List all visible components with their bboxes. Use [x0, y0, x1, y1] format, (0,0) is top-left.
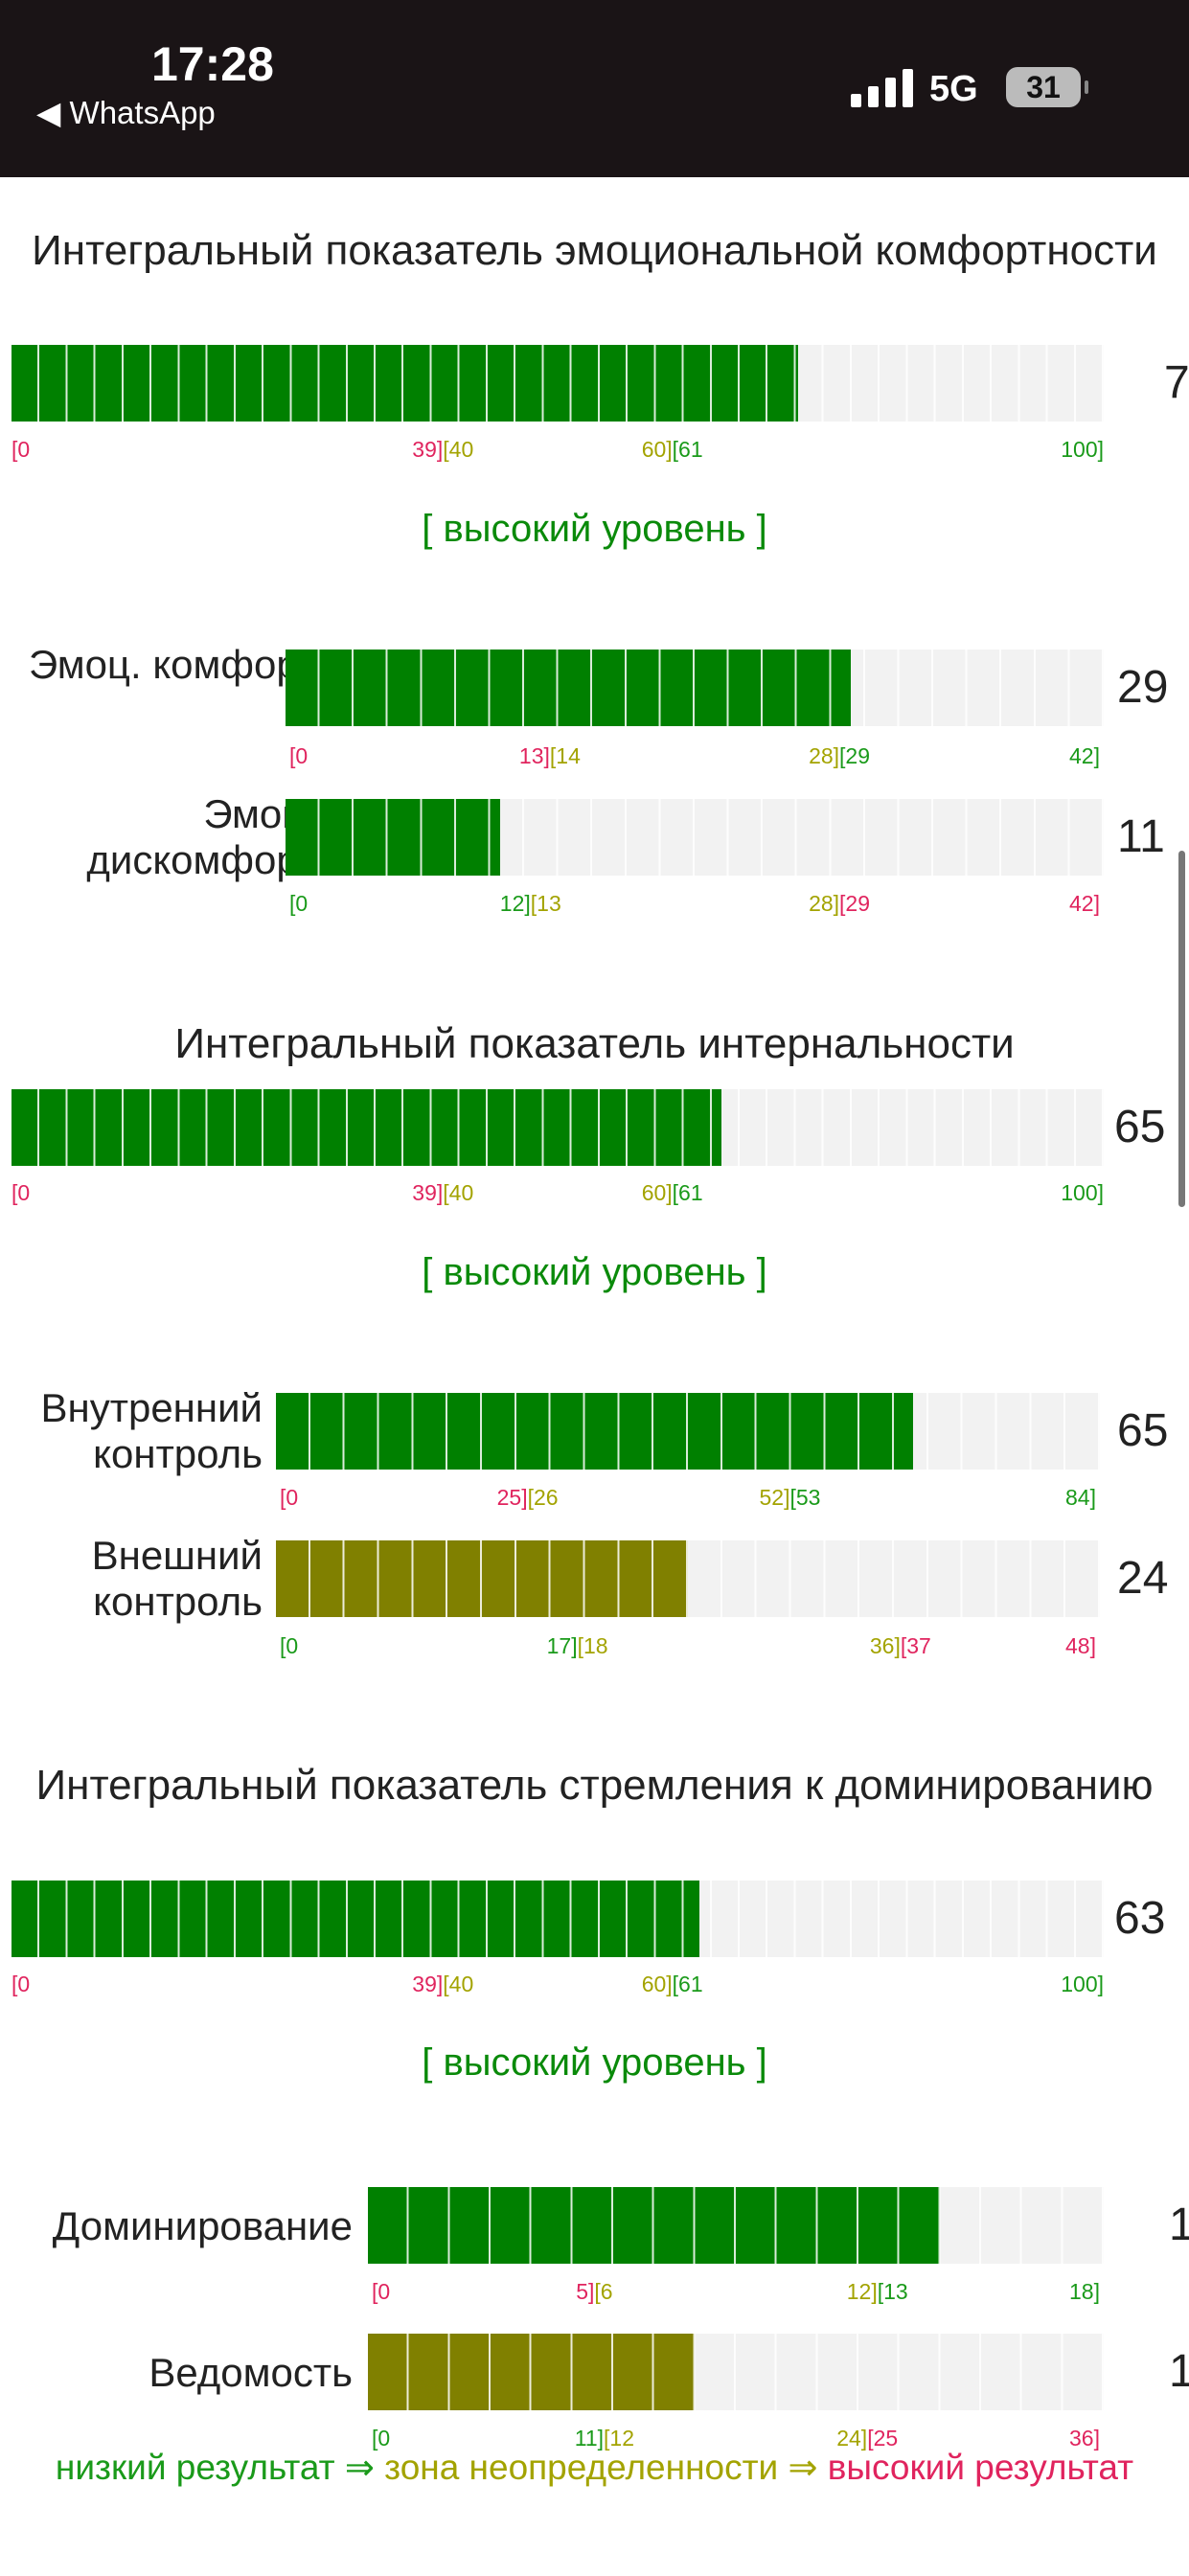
score-value: 72: [1164, 357, 1189, 408]
score-value: 63: [1114, 1893, 1166, 1944]
scale-label: 52][53: [759, 1485, 821, 1510]
legend-mid: зона неопределенности: [384, 2448, 779, 2487]
scale-label: 28][29: [809, 743, 871, 768]
scale-label: [0: [11, 1180, 31, 1205]
score-bar: [11, 345, 1104, 422]
scale-label: [0: [280, 1485, 299, 1510]
bar-segments: [276, 1393, 1100, 1470]
scale-label: [0: [372, 2279, 391, 2304]
subscale-bar: [368, 2187, 1104, 2264]
scale-label: 12][13: [846, 2279, 908, 2304]
scale-label: 48]: [1065, 1633, 1096, 1658]
scale-label: [0: [280, 1633, 299, 1658]
scale-label: 17][18: [546, 1633, 608, 1658]
scale-label: 60][61: [641, 1180, 703, 1205]
score-value: 65: [1114, 1102, 1166, 1152]
subscale-scale: [0 11][12 24][25 36]: [372, 2426, 1100, 2454]
bar-segments: [286, 650, 1104, 726]
subscale-label: Доминирование: [52, 2203, 353, 2248]
scrollbar[interactable]: [1178, 851, 1185, 1207]
section-title: Интегральный показатель эмоциональной ко…: [32, 227, 1157, 274]
subscale-bar: [286, 799, 1104, 876]
scale-label: 39][40: [412, 1972, 474, 1996]
network-type: 5G: [929, 69, 978, 109]
subscale-value: 29: [1117, 662, 1169, 713]
bar-segments: [11, 345, 1104, 422]
scale-label: 13][14: [518, 743, 581, 768]
bar-segments: [11, 1881, 1104, 1957]
subscale-bar: [276, 1393, 1100, 1470]
scale-label: 60][61: [641, 1972, 703, 1996]
subscale-label: Ведомость: [149, 2350, 353, 2395]
back-arrow-icon: ◀: [36, 95, 70, 130]
level-text: [ высокий уровень ]: [422, 1251, 767, 1293]
battery-icon: 31: [1006, 67, 1088, 107]
subscale-scale: [0 12][13 28][29 42]: [289, 891, 1100, 920]
scale-label: 100]: [1061, 1180, 1104, 1205]
bar-segments: [11, 1089, 1104, 1166]
back-app-label: WhatsApp: [69, 95, 216, 130]
score-scale: [0 39][40 60][61 100]: [11, 437, 1104, 466]
subscale-scale: [0 25][26 52][53 84]: [280, 1485, 1096, 1514]
scale-label: 18]: [1069, 2279, 1100, 2304]
signal-icon: [851, 69, 913, 107]
scale-label: [0: [372, 2426, 391, 2451]
subscale-value: 14: [1169, 2200, 1189, 2250]
bar-segments: [286, 799, 1104, 876]
scale-label: 42]: [1069, 743, 1100, 768]
scale-label: 39][40: [412, 1180, 474, 1205]
scale-label: 39][40: [412, 437, 474, 462]
subscale-label: Эмоц. дискомфорт: [86, 791, 316, 882]
scale-label: 36]: [1069, 2426, 1100, 2451]
score-bar: [11, 1881, 1104, 1957]
subscale-label: Внутренний контроль: [40, 1385, 263, 1476]
legend: низкий результат ⇒ зона неопределенности…: [0, 2449, 1189, 2487]
clock: 17:28: [151, 37, 274, 91]
subscale-scale: [0 5][6 12][13 18]: [372, 2279, 1100, 2308]
scale-label: 28][29: [809, 891, 871, 916]
subscale-value: 24: [1117, 1553, 1169, 1604]
scale-label: [0: [289, 891, 309, 916]
subscale-bar: [276, 1540, 1100, 1617]
subscale-value: 65: [1117, 1405, 1169, 1456]
section-title: Интегральный показатель стремления к дом…: [35, 1762, 1154, 1809]
subscale-bar: [286, 650, 1104, 726]
score-bar: [11, 1089, 1104, 1166]
scale-label: 100]: [1061, 437, 1104, 462]
scale-label: 11][12: [574, 2426, 635, 2451]
scale-label: [0: [11, 437, 31, 462]
score-scale: [0 39][40 60][61 100]: [11, 1972, 1104, 2000]
subscale-value: 11: [1117, 811, 1165, 862]
scale-label: 25][26: [496, 1485, 559, 1510]
scale-label: [0: [11, 1972, 31, 1996]
bar-segments: [368, 2187, 1104, 2264]
bar-segments: [368, 2334, 1104, 2410]
level-text: [ высокий уровень ]: [422, 508, 767, 550]
score-scale: [0 39][40 60][61 100]: [11, 1180, 1104, 1209]
section-title: Интегральный показатель интернальности: [174, 1020, 1015, 1067]
scale-label: 60][61: [641, 437, 703, 462]
scale-label: [0: [289, 743, 309, 768]
subscale-value: 16: [1169, 2346, 1189, 2397]
legend-arrow: ⇒: [334, 2448, 385, 2487]
status-bar: 17:28 ◀ WhatsApp 5G 31: [0, 0, 1189, 177]
scale-label: 24][25: [836, 2426, 899, 2451]
legend-arrow: ⇒: [778, 2448, 828, 2487]
subscale-bar: [368, 2334, 1104, 2410]
subscale-label: Эмоц. комфорт: [28, 642, 316, 687]
subscale-label: Внешний контроль: [91, 1533, 263, 1624]
scale-label: 84]: [1065, 1485, 1096, 1510]
subscale-scale: [0 17][18 36][37 48]: [280, 1633, 1096, 1662]
subscale-scale: [0 13][14 28][29 42]: [289, 743, 1100, 772]
legend-low: низкий результат: [55, 2448, 335, 2487]
scale-label: 12][13: [499, 891, 561, 916]
scale-label: 5][6: [576, 2279, 613, 2304]
bar-segments: [276, 1540, 1100, 1617]
scale-label: 42]: [1069, 891, 1100, 916]
scale-label: 100]: [1061, 1972, 1104, 1996]
scale-label: 36][37: [869, 1633, 931, 1658]
back-to-app-link[interactable]: ◀ WhatsApp: [36, 94, 216, 131]
level-text: [ высокий уровень ]: [422, 2041, 767, 2084]
legend-high: высокий результат: [827, 2448, 1134, 2487]
